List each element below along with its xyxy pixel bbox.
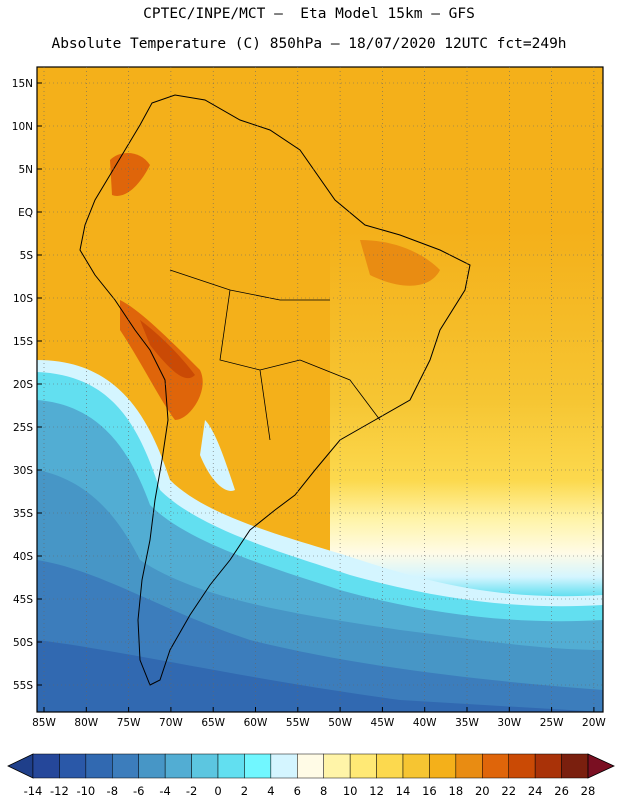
colorbar-label: 28 [581, 784, 596, 798]
lon-label: 30W [497, 717, 521, 729]
colorbar-label: -12 [50, 784, 69, 798]
lon-label: 55W [286, 717, 310, 729]
longitude-labels: 85W 80W 75W 70W 65W 60W 55W 50W 45W 40W 35W 30W 25W 2… [32, 717, 606, 729]
colorbar-bin [59, 753, 87, 779]
colorbar-bin [402, 753, 430, 779]
map-title-line1: CPTEC/INPE/MCT – Eta Model 15km – GFS [143, 6, 475, 22]
colorbar-label: 18 [449, 784, 464, 798]
lon-label: 70W [159, 717, 183, 729]
colorbar-label: -10 [76, 784, 95, 798]
colorbar-bin [138, 753, 166, 779]
lat-label: 35S [13, 508, 33, 520]
colorbar-bin [349, 753, 377, 779]
colorbar-label: -8 [107, 784, 118, 798]
lon-label: 45W [371, 717, 395, 729]
colorbar-bin [217, 753, 245, 779]
colorbar-label: -2 [186, 784, 197, 798]
colorbar-label: 8 [320, 784, 327, 798]
colorbar-bin [508, 753, 536, 779]
colorbar-bin [191, 753, 219, 779]
lat-label: 10S [13, 293, 33, 305]
colorbar-label: 26 [554, 784, 569, 798]
lat-label: 15N [12, 78, 33, 90]
colorbar-label: 16 [422, 784, 437, 798]
colorbar-bin [32, 753, 60, 779]
lat-label: 50S [13, 637, 33, 649]
lon-label: 40W [413, 717, 437, 729]
colorbar-bin [297, 753, 324, 779]
lon-label: 80W [74, 717, 98, 729]
colorbar-bin [482, 753, 509, 779]
colorbar-label: 6 [294, 784, 301, 798]
lat-label: 55S [13, 680, 33, 692]
colorbar: -14 -12 -10 -8 -6 -4 -2 0 2 4 6 8 10 12 14 16 18 20 22 24 26… [7, 753, 615, 798]
colorbar-label: 14 [396, 784, 411, 798]
colorbar-bin [112, 753, 139, 779]
lon-label: 20W [582, 717, 606, 729]
colorbar-label: 0 [214, 784, 221, 798]
map-frame [36, 66, 604, 713]
colorbar-label: 2 [241, 784, 248, 798]
temperature-field [37, 67, 603, 712]
colorbar-bin [376, 753, 404, 779]
latitude-labels: 15N 10N 5N EQ 5S 10S 15S 20S 25S 30S 35S 40S 45S 50S 5… [12, 78, 34, 692]
lat-label: 20S [13, 379, 33, 391]
colorbar-label: -14 [24, 784, 43, 798]
lon-label: 85W [32, 717, 56, 729]
colorbar-label: 10 [343, 784, 358, 798]
colorbar-bin [561, 753, 589, 779]
lon-label: 35W [455, 717, 479, 729]
colorbar-over-arrow [587, 753, 615, 779]
colorbar-bin [534, 753, 562, 779]
colorbar-label: -6 [133, 784, 144, 798]
lat-label: 40S [13, 551, 33, 563]
colorbar-label: -4 [159, 784, 170, 798]
colorbar-bin [164, 753, 192, 779]
colorbar-under-arrow [7, 753, 34, 779]
lat-label: 45S [13, 594, 33, 606]
lat-label: 5S [20, 250, 34, 262]
colorbar-bin [429, 753, 457, 779]
colorbar-bin [244, 753, 272, 779]
lat-label: 25S [13, 422, 33, 434]
colorbar-bin [323, 753, 351, 779]
map-title-line2: Absolute Temperature (C) 850hPa – 18/07/… [51, 36, 567, 52]
colorbar-label: 12 [369, 784, 384, 798]
lon-label: 65W [201, 717, 225, 729]
lon-label: 50W [328, 717, 352, 729]
lat-label: 30S [13, 465, 33, 477]
lat-label: 10N [12, 121, 33, 133]
colorbar-label: 22 [501, 784, 516, 798]
colorbar-bin [455, 753, 483, 779]
colorbar-label: 20 [475, 784, 490, 798]
graticule [37, 67, 603, 712]
lat-label: 15S [13, 336, 33, 348]
colorbar-bin [85, 753, 113, 779]
colorbar-bin [270, 753, 298, 779]
lat-label: 5N [18, 164, 33, 176]
lon-label: 75W [117, 717, 141, 729]
lat-label: EQ [18, 207, 33, 219]
colorbar-label: 24 [528, 784, 543, 798]
lon-label: 25W [540, 717, 564, 729]
lon-label: 60W [244, 717, 268, 729]
coastline [79, 94, 471, 686]
country-borders [169, 269, 381, 441]
colorbar-label: 4 [267, 784, 274, 798]
